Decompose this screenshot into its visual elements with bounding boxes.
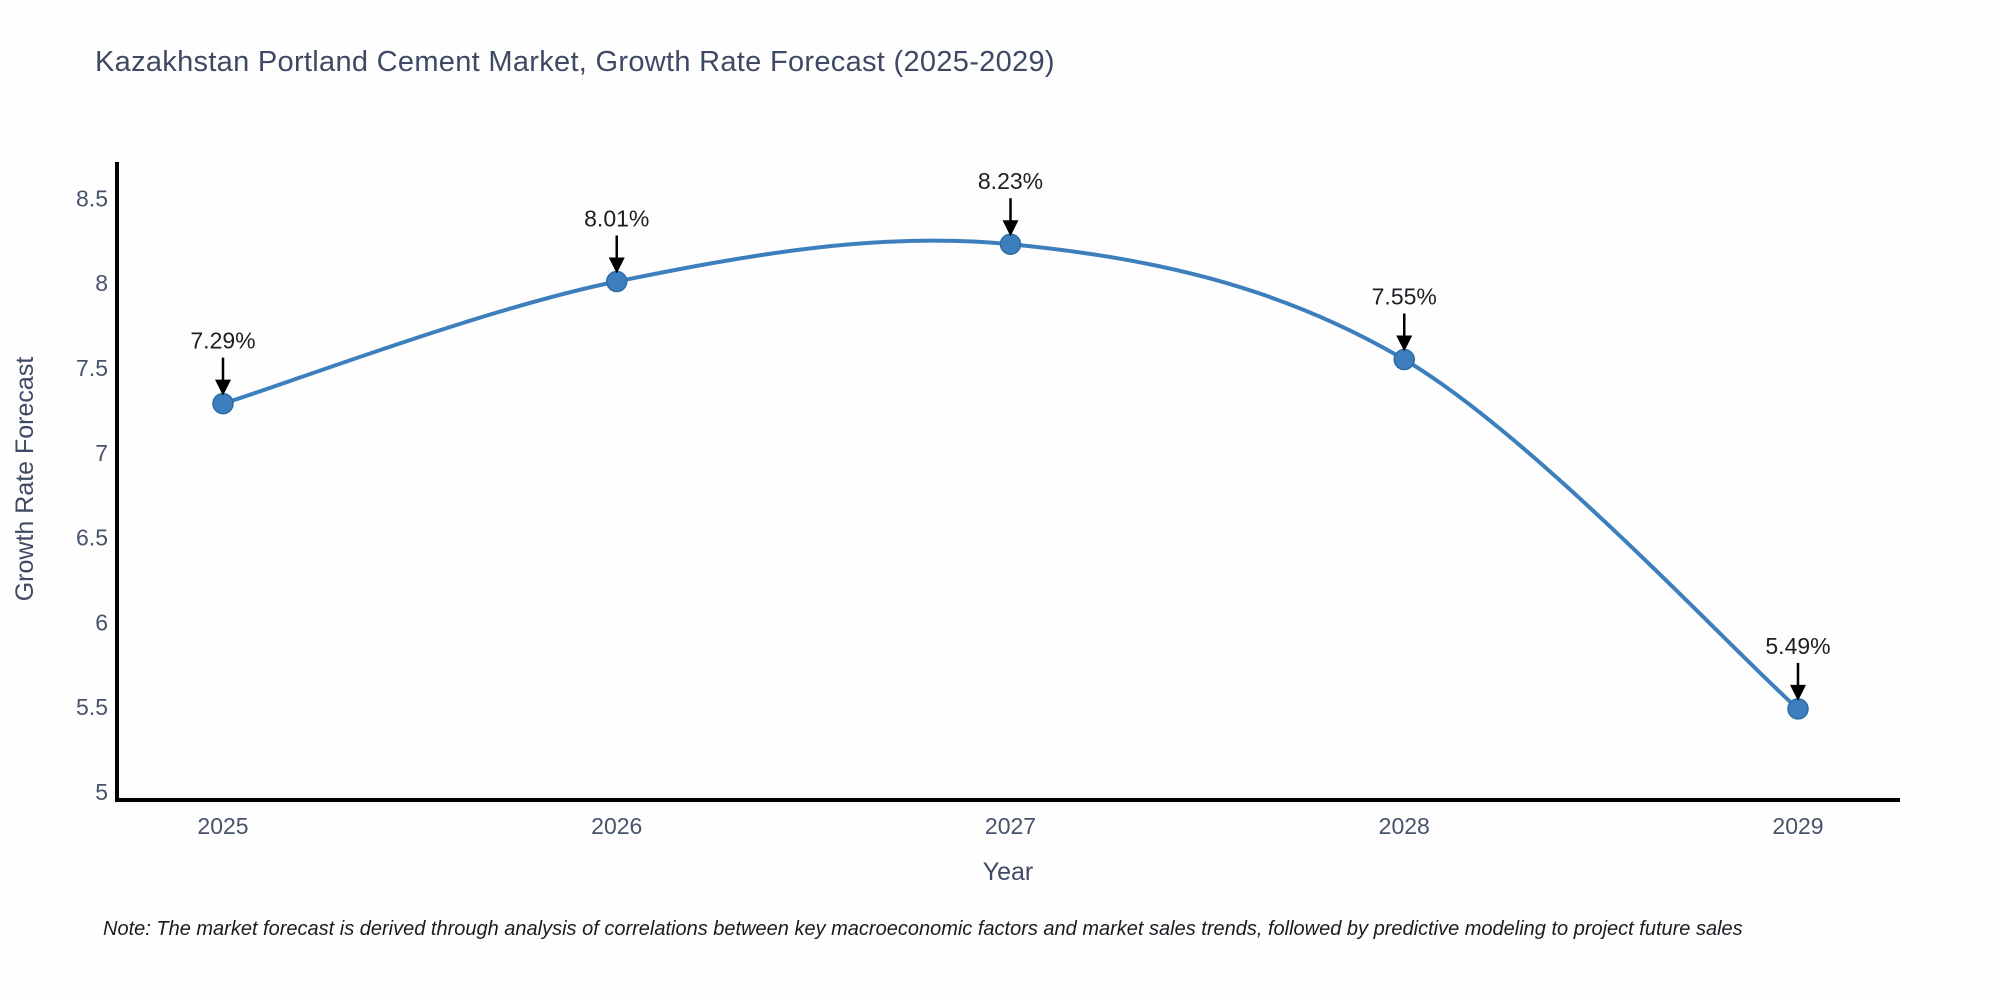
annotation-label: 5.49%	[1765, 633, 1830, 659]
x-axis-title: Year	[982, 858, 1034, 886]
annotation-label: 8.01%	[584, 206, 649, 232]
y-tick-label: 7	[95, 440, 108, 466]
y-tick-label: 8	[95, 270, 108, 296]
x-tick-label: 2025	[197, 813, 248, 839]
chart-title: Kazakhstan Portland Cement Market, Growt…	[95, 46, 1055, 78]
x-tick-label: 2028	[1379, 813, 1430, 839]
annotation-label: 7.29%	[190, 328, 255, 354]
axis-lines	[115, 162, 1900, 802]
x-tick-label: 2026	[591, 813, 642, 839]
y-tick-label: 7.5	[76, 355, 108, 381]
data-point-marker	[212, 392, 234, 415]
y-axis-title: Growth Rate Forecast	[11, 356, 39, 602]
y-tick-label: 6.5	[76, 525, 108, 551]
forecast-line	[221, 238, 1800, 711]
y-tick-label: 5.5	[76, 694, 108, 720]
annotation-label: 7.55%	[1372, 284, 1437, 310]
chart-note: Note: The market forecast is derived thr…	[103, 918, 1743, 940]
annotation-label: 8.23%	[978, 168, 1043, 194]
data-point-marker	[606, 270, 628, 293]
y-tick-label: 6	[95, 609, 108, 635]
y-tick-label: 8.5	[76, 185, 108, 211]
annotation-arrowhead	[608, 257, 625, 274]
y-tick-label: 5	[95, 779, 108, 805]
data-point-marker	[999, 233, 1022, 255]
data-point-marker	[1393, 348, 1415, 371]
data-point-marker	[1787, 698, 1809, 720]
annotation-arrowhead	[215, 379, 231, 396]
x-tick-label: 2029	[1772, 813, 1823, 839]
annotation-arrowhead	[1396, 335, 1413, 352]
annotation-arrowhead	[1790, 684, 1806, 701]
x-tick-label: 2027	[985, 813, 1036, 839]
annotation-arrowhead	[1002, 220, 1019, 237]
